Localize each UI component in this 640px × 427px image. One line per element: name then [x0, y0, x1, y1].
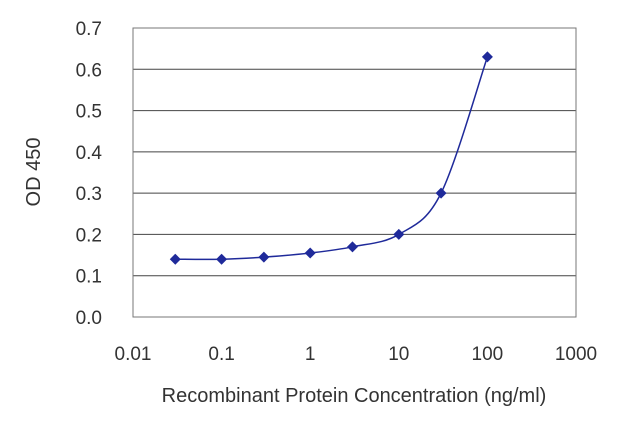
y-tick-label: 0.0: [76, 308, 102, 329]
y-axis-ticks: 0.0 0.1 0.2 0.3 0.4 0.5 0.6 0.7: [76, 19, 103, 329]
y-tick-label: 0.1: [76, 267, 102, 288]
data-point: [393, 228, 405, 240]
series-line: [175, 56, 489, 261]
data-point: [304, 247, 316, 259]
y-tick-label: 0.6: [76, 60, 102, 81]
x-tick-label: 1: [305, 344, 316, 365]
y-tick-label: 0.4: [76, 143, 103, 164]
data-point: [169, 253, 181, 265]
x-tick-label: 1000: [555, 344, 597, 365]
gridlines: [133, 27, 576, 318]
data-point: [435, 187, 447, 199]
x-axis-ticks: 0.01 0.1 1 10 100 1000: [115, 344, 598, 365]
x-tick-label: 10: [388, 344, 409, 365]
y-tick-label: 0.3: [76, 184, 102, 205]
y-tick-label: 0.2: [76, 225, 102, 246]
x-tick-label: 0.01: [115, 344, 152, 365]
y-tick-label: 0.5: [76, 102, 102, 123]
y-axis-title: OD 450: [23, 138, 45, 207]
data-point: [481, 51, 493, 63]
data-points: [169, 51, 493, 265]
x-axis-title: Recombinant Protein Concentration (ng/ml…: [162, 385, 547, 407]
x-tick-label: 0.1: [208, 344, 234, 365]
x-tick-label: 100: [472, 344, 504, 365]
data-point: [346, 241, 358, 253]
data-point: [216, 253, 228, 265]
plot-area-border: [132, 27, 577, 318]
y-tick-label: 0.7: [76, 19, 102, 40]
data-point: [258, 251, 270, 263]
